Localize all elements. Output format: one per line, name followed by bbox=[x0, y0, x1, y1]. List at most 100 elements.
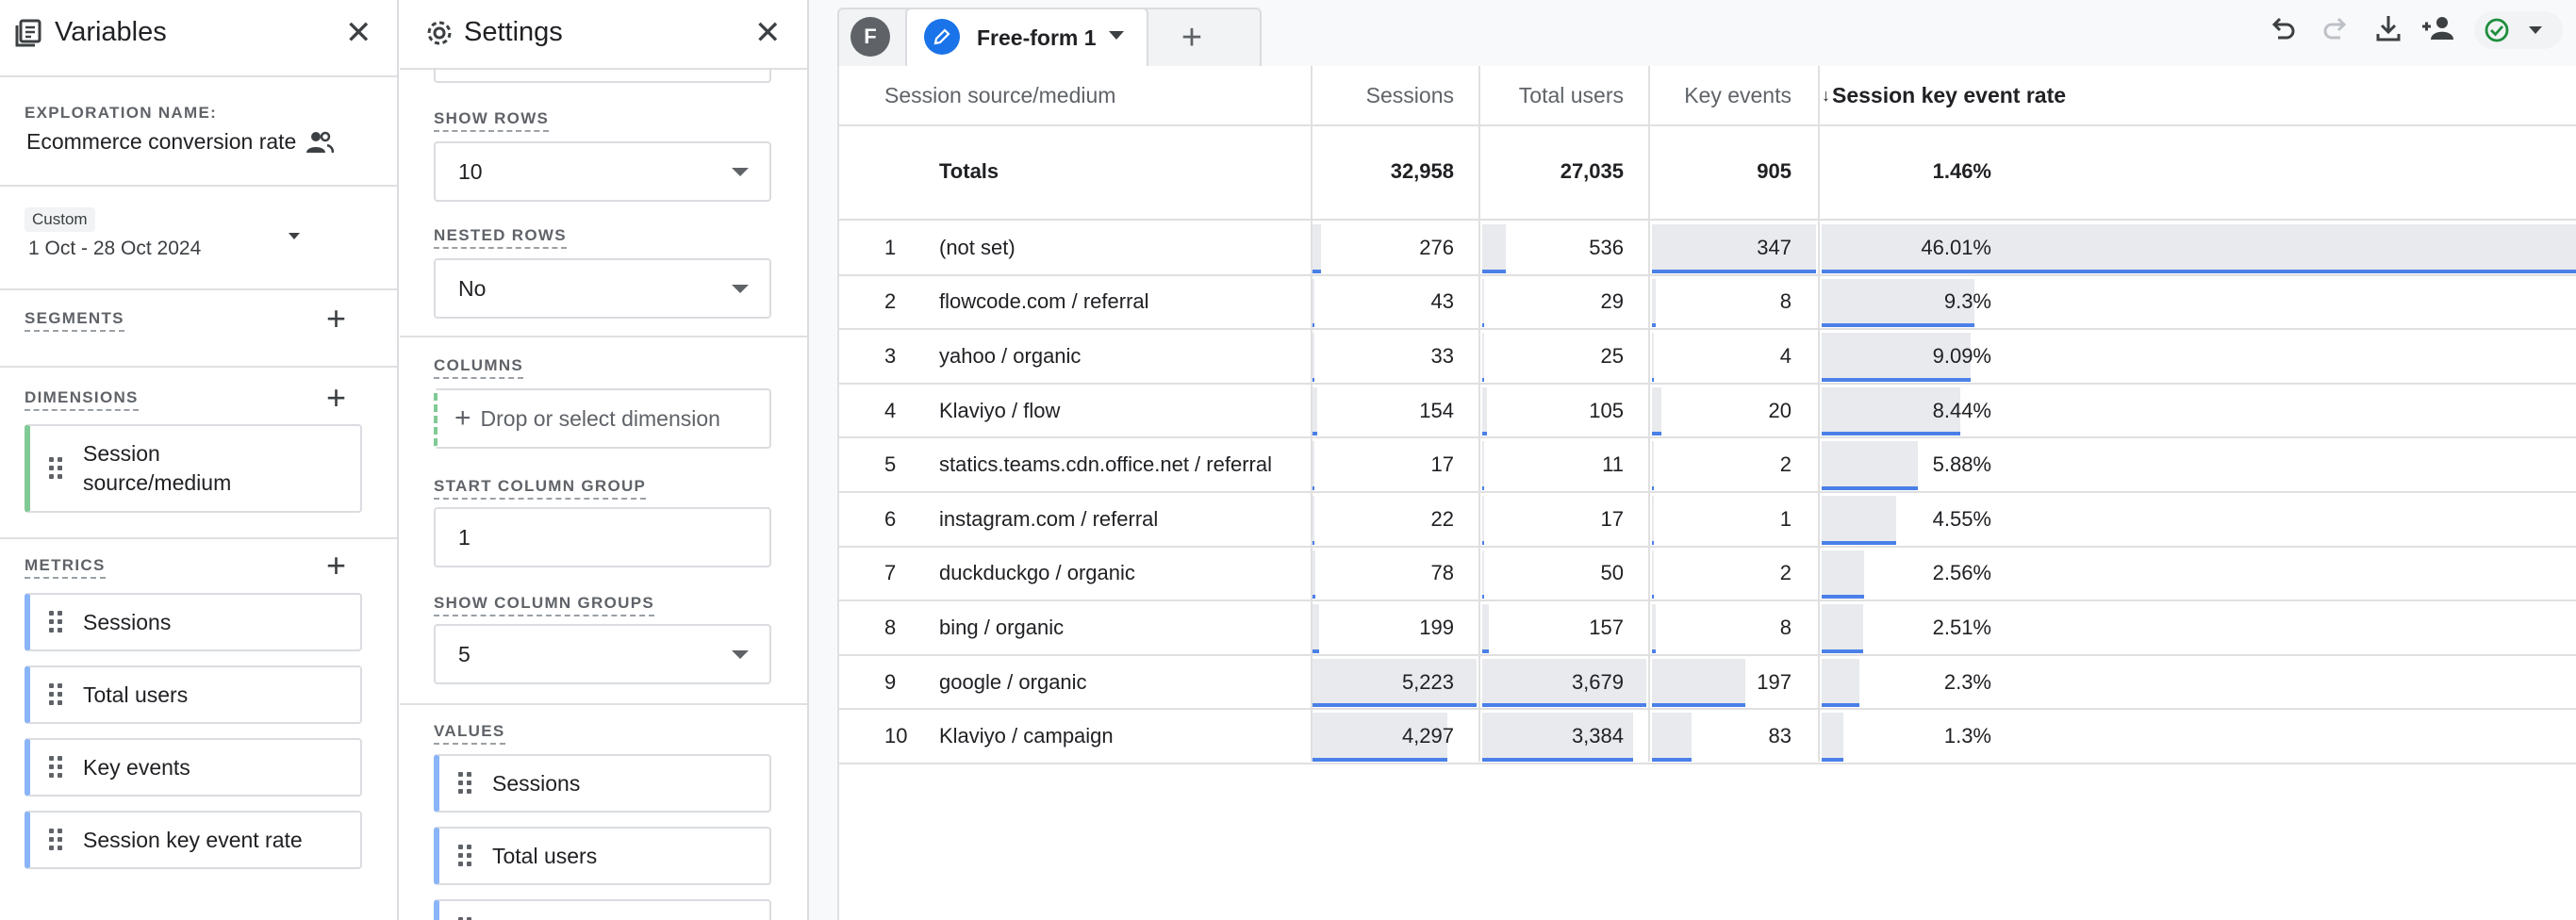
row-sessions: 78 bbox=[1430, 561, 1454, 585]
row-divider bbox=[839, 545, 2576, 548]
scrolled-field-edge bbox=[434, 68, 771, 83]
show-rows-select[interactable]: 10 bbox=[434, 141, 771, 202]
row-divider bbox=[839, 763, 2576, 764]
show-column-groups-select[interactable]: 5 bbox=[434, 624, 771, 684]
metric-chip[interactable]: Key events bbox=[25, 738, 362, 797]
undo-icon[interactable] bbox=[2269, 15, 2297, 43]
row-index: 3 bbox=[884, 343, 897, 368]
value-chip[interactable]: Total users bbox=[434, 827, 771, 885]
value-bar-underline bbox=[1313, 323, 1314, 328]
columns-drop-zone[interactable]: + Drop or select dimension bbox=[434, 388, 771, 449]
value-bar-underline bbox=[1822, 703, 1859, 708]
drag-handle-icon[interactable] bbox=[49, 611, 66, 633]
row-dimension-value: yahoo / organic bbox=[939, 343, 1082, 368]
header-total-users[interactable]: Total users bbox=[1518, 82, 1624, 107]
row-dimension-value: flowcode.com / referral bbox=[939, 289, 1149, 314]
add-dimension-icon[interactable]: + bbox=[326, 378, 347, 417]
row-rate: 9.3% bbox=[1943, 289, 1991, 314]
nested-rows-value: No bbox=[458, 275, 487, 301]
drag-handle-icon[interactable] bbox=[458, 845, 475, 867]
variables-icon bbox=[15, 19, 41, 47]
row-rate: 2.56% bbox=[1932, 561, 1991, 585]
header-key-events[interactable]: Key events bbox=[1684, 82, 1792, 107]
value-bar-underline bbox=[1652, 377, 1654, 382]
exploration-name[interactable]: Ecommerce conversion rate bbox=[26, 129, 297, 154]
avatar[interactable]: F bbox=[850, 17, 890, 57]
value-bar-underline bbox=[1482, 758, 1634, 762]
value-bar bbox=[1482, 224, 1507, 271]
value-bar-underline bbox=[1652, 486, 1654, 490]
row-total-users: 11 bbox=[1602, 452, 1624, 477]
header-sessions[interactable]: Sessions bbox=[1365, 82, 1454, 107]
pencil-icon bbox=[924, 19, 960, 55]
status-menu-button[interactable] bbox=[2474, 11, 2563, 49]
row-key-events: 8 bbox=[1779, 615, 1792, 639]
drag-handle-icon[interactable] bbox=[49, 683, 66, 706]
row-dimension-value: statics.teams.cdn.office.net / referral bbox=[939, 452, 1272, 477]
row-total-users: 17 bbox=[1600, 506, 1624, 531]
row-index: 5 bbox=[884, 452, 897, 477]
value-chip[interactable]: Sessions bbox=[434, 754, 771, 813]
nested-rows-select[interactable]: No bbox=[434, 258, 771, 319]
value-bar bbox=[1482, 386, 1487, 435]
download-icon[interactable] bbox=[2374, 13, 2403, 43]
nested-rows-label: NESTED ROWS bbox=[434, 226, 567, 249]
header-session-key-event-rate[interactable]: ↓ Session key event rate bbox=[1822, 66, 2086, 124]
tab-menu-chevron-icon[interactable] bbox=[1109, 31, 1124, 40]
value-bar bbox=[1822, 496, 1897, 543]
value-bar-underline bbox=[1313, 758, 1448, 762]
add-tab-icon[interactable]: + bbox=[1181, 17, 1203, 58]
value-bar-underline bbox=[1482, 649, 1490, 653]
date-range-badge: Custom bbox=[25, 207, 95, 232]
start-column-group-input[interactable]: 1 bbox=[434, 507, 771, 567]
drag-handle-icon[interactable] bbox=[49, 457, 66, 480]
drag-handle-icon[interactable] bbox=[458, 772, 475, 795]
close-variables-icon[interactable]: ✕ bbox=[345, 15, 372, 51]
dimension-chip[interactable]: Session source/medium bbox=[25, 424, 362, 513]
value-bar-underline bbox=[1313, 486, 1314, 490]
header-session-source-medium[interactable]: Session source/medium bbox=[884, 82, 1116, 107]
share-icon[interactable] bbox=[2421, 15, 2459, 41]
row-key-events: 83 bbox=[1768, 724, 1792, 748]
metric-chip[interactable]: Total users bbox=[25, 665, 362, 724]
totals-total-users: 27,035 bbox=[1560, 159, 1624, 183]
value-bar-underline bbox=[1482, 595, 1485, 600]
value-bar bbox=[1482, 713, 1634, 760]
row-dimension-value: instagram.com / referral bbox=[939, 506, 1159, 531]
close-settings-icon[interactable]: ✕ bbox=[754, 15, 782, 51]
metric-chip[interactable]: Session key event rate bbox=[25, 811, 362, 869]
value-bar bbox=[1313, 658, 1477, 706]
row-sessions: 22 bbox=[1430, 506, 1454, 531]
drag-handle-icon[interactable] bbox=[49, 829, 66, 851]
drag-handle-icon[interactable] bbox=[49, 756, 66, 779]
value-bar bbox=[1822, 386, 1960, 435]
row-rate: 2.3% bbox=[1943, 669, 1991, 694]
metric-chip[interactable]: Sessions bbox=[25, 593, 362, 651]
value-chip-partial[interactable] bbox=[434, 899, 771, 920]
free-form-table: Session source/medium Sessions Total use… bbox=[837, 66, 2576, 920]
values-label: VALUES bbox=[434, 722, 505, 745]
shared-people-icon[interactable] bbox=[305, 130, 335, 155]
value-bar bbox=[1652, 658, 1745, 706]
drag-handle-icon[interactable] bbox=[458, 917, 475, 920]
row-rate: 4.55% bbox=[1932, 506, 1991, 531]
add-segment-icon[interactable]: + bbox=[326, 299, 347, 337]
value-bar bbox=[1652, 713, 1692, 760]
value-bar bbox=[1482, 550, 1485, 598]
value-name: Sessions bbox=[492, 770, 581, 796]
date-dropdown-icon[interactable] bbox=[289, 233, 300, 239]
row-dimension-value: bing / organic bbox=[939, 615, 1065, 639]
active-tab-label[interactable]: Free-form 1 bbox=[977, 25, 1097, 50]
value-bar-underline bbox=[1822, 377, 1972, 382]
redo-icon[interactable] bbox=[2321, 15, 2350, 43]
chevron-down-icon bbox=[2529, 26, 2542, 34]
row-index: 9 bbox=[884, 669, 897, 694]
row-divider bbox=[839, 382, 2576, 385]
date-range[interactable]: 1 Oct - 28 Oct 2024 bbox=[28, 238, 202, 259]
start-column-group-value: 1 bbox=[458, 524, 471, 550]
row-key-events: 2 bbox=[1779, 561, 1792, 585]
value-bar-underline bbox=[1482, 323, 1484, 328]
value-bar-underline bbox=[1652, 269, 1816, 273]
metric-name: Session key event rate bbox=[83, 827, 303, 852]
add-metric-icon[interactable]: + bbox=[326, 546, 347, 584]
